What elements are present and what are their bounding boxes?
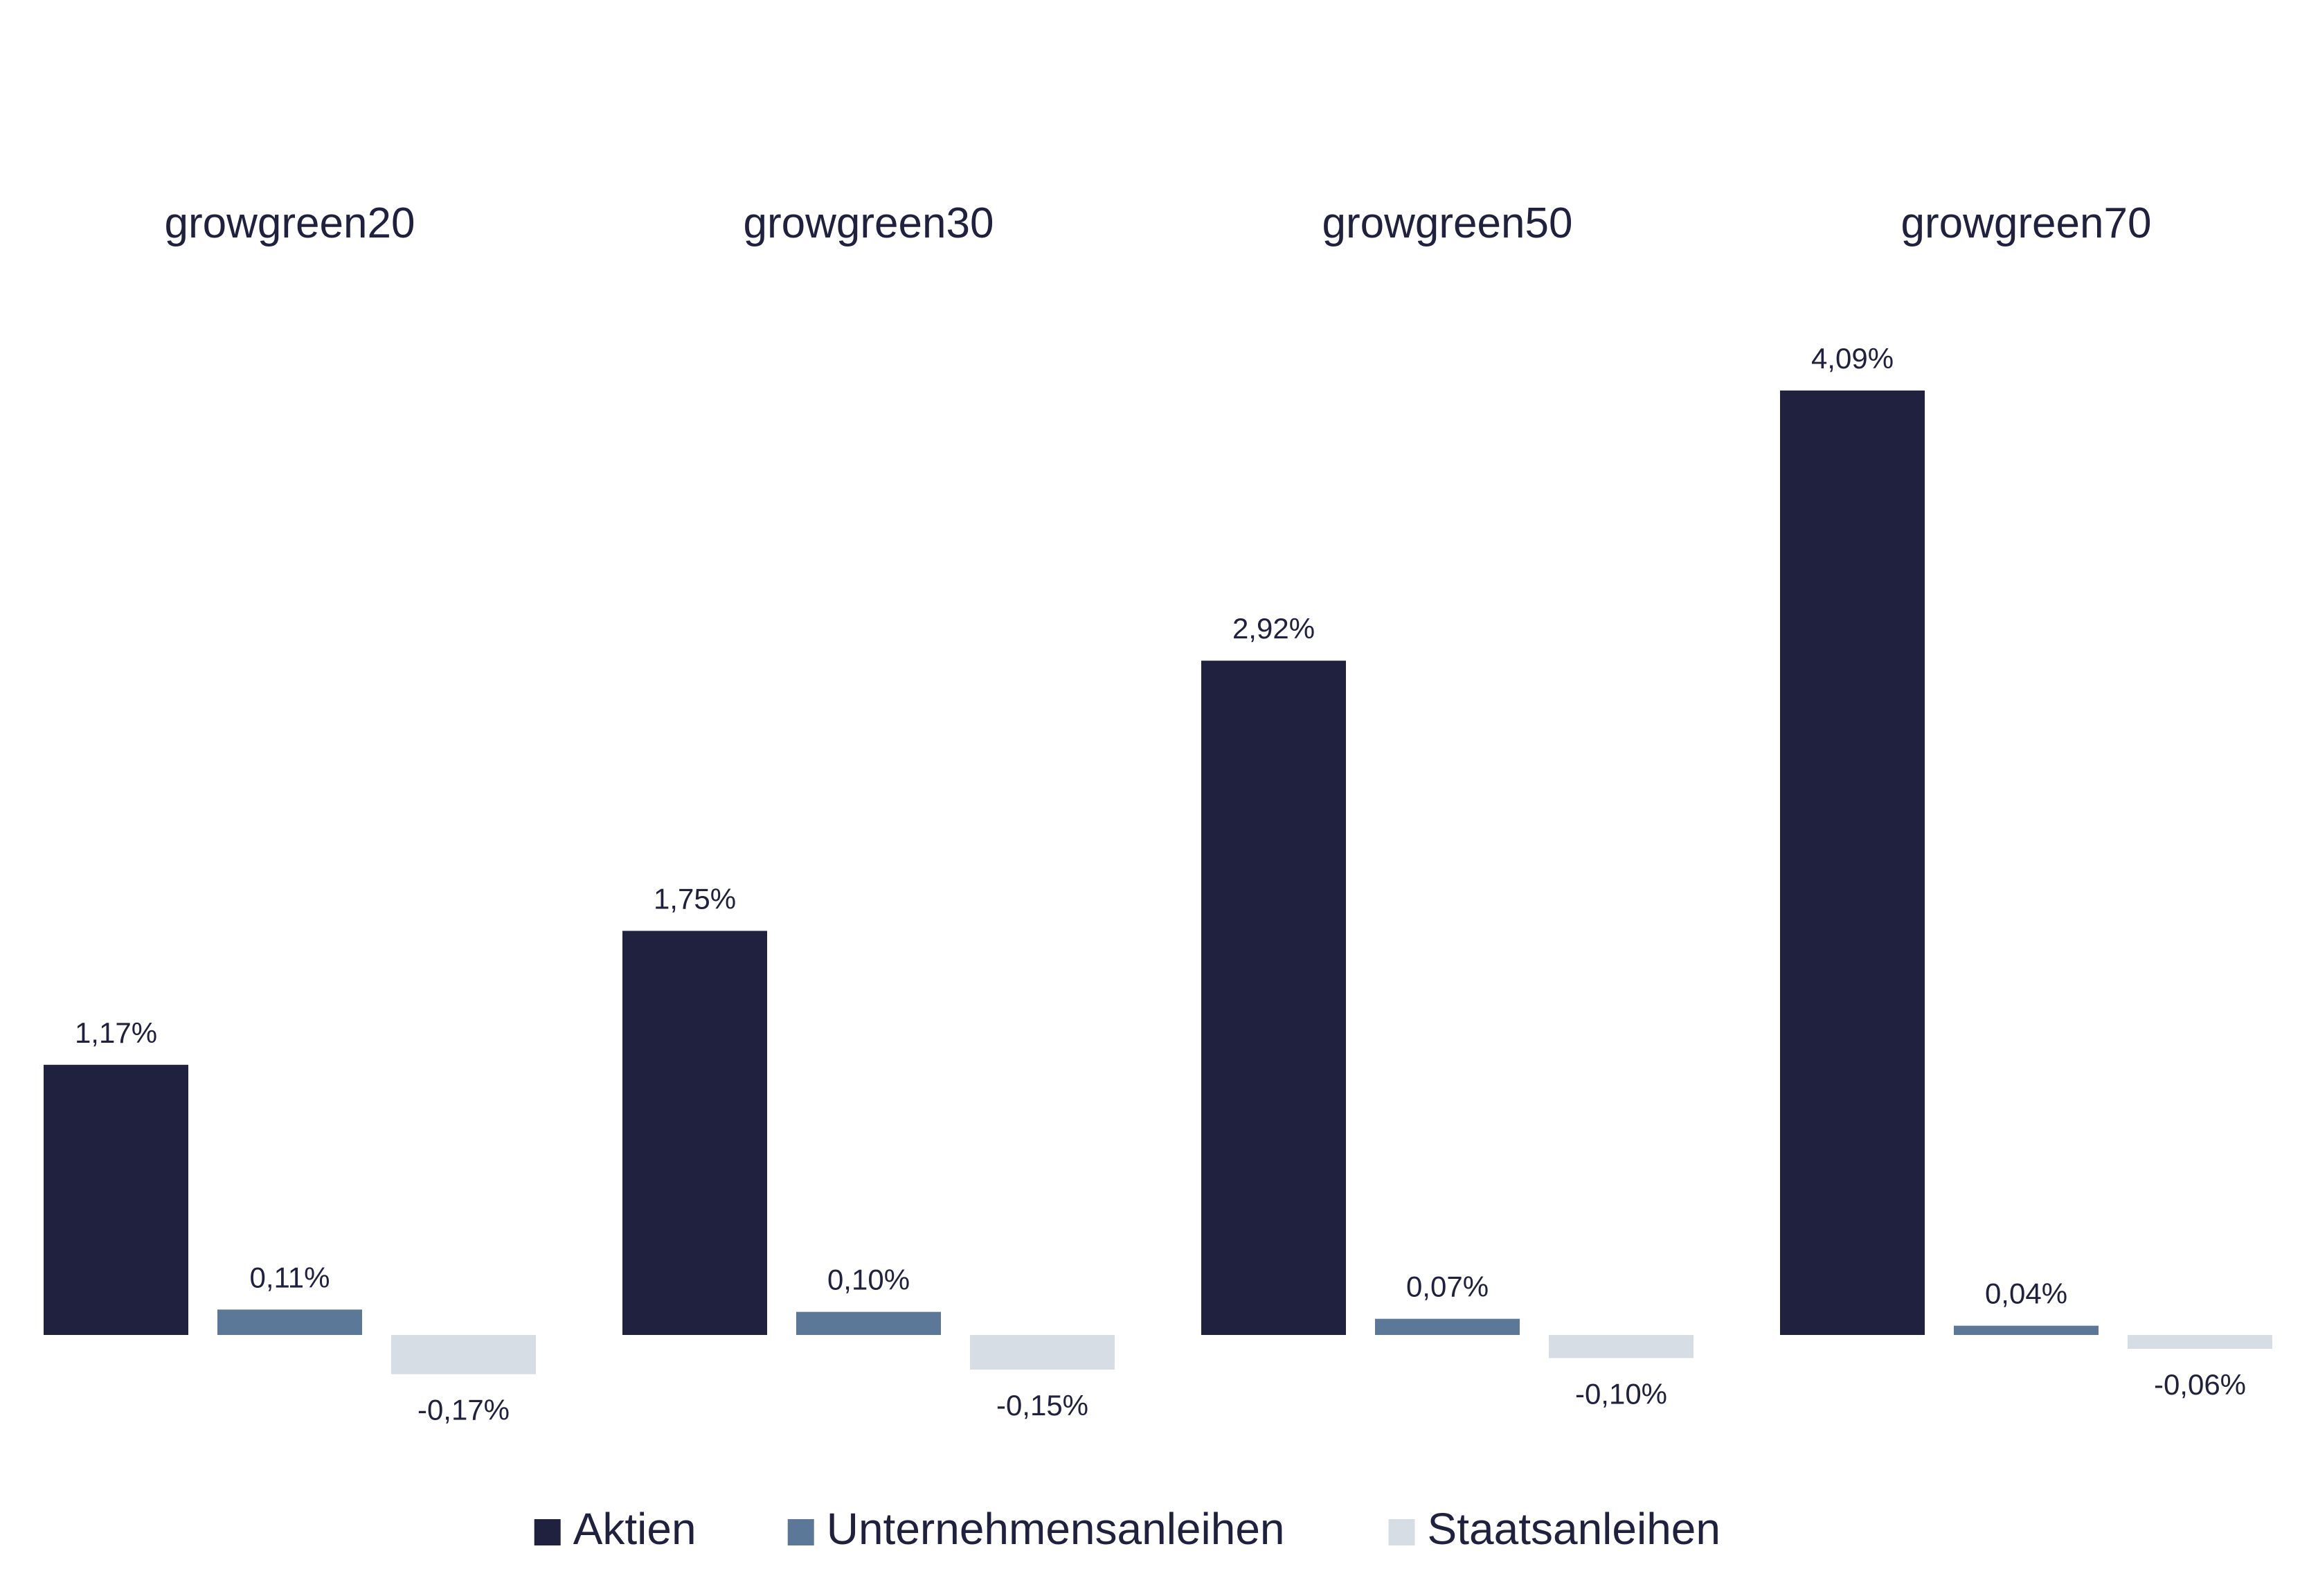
data-label-unternehmensanleihen-growgreen30: 0,10% [827,1264,910,1296]
data-label-unternehmensanleihen-growgreen50: 0,07% [1406,1271,1489,1303]
bar-staatsanleihen-growgreen70 [2128,1335,2272,1350]
bar-staatsanleihen-growgreen50 [1549,1335,1693,1359]
data-label-staatsanleihen-growgreen30: -0,15% [996,1389,1088,1422]
legend-label-staatsanleihen: Staatsanleihen [1428,1504,1720,1554]
bar-unternehmensanleihen-growgreen30 [796,1311,941,1335]
data-label-unternehmensanleihen-growgreen70: 0,04% [1985,1277,2067,1310]
bar-staatsanleihen-growgreen30 [970,1335,1115,1370]
bar-unternehmensanleihen-growgreen20 [217,1309,362,1335]
legend-swatch-staatsanleihen [1388,1519,1415,1545]
data-label-aktien-growgreen20: 1,17% [75,1016,157,1049]
data-label-aktien-growgreen70: 4,09% [1811,342,1894,375]
bar-staatsanleihen-growgreen20 [391,1335,536,1374]
group-title-growgreen20: growgreen20 [165,199,415,247]
bar-aktien-growgreen50 [1201,661,1346,1335]
group-title-growgreen30: growgreen30 [744,199,994,247]
data-label-aktien-growgreen30: 1,75% [654,882,736,915]
legend: Aktien Unternehmensanleihen Staatsanleihen [534,1504,1720,1554]
bar-unternehmensanleihen-growgreen70 [1954,1325,2099,1335]
data-label-aktien-growgreen50: 2,92% [1232,612,1315,645]
bar-aktien-growgreen70 [1780,390,1925,1335]
data-label-staatsanleihen-growgreen70: -0,06% [2154,1368,2246,1401]
group-title-growgreen50: growgreen50 [1322,199,1573,247]
legend-swatch-unternehmensanleihen [787,1519,814,1545]
value-labels: 1,17% 0,11% -0,17% 1,75% 0,10% -0,15% 2,92% 0,0… [75,342,2246,1426]
group-titles: growgreen20 growgreen30 growgreen50 growgre… [165,199,2152,247]
bar-aktien-growgreen20 [44,1064,188,1335]
legend-label-unternehmensanleihen: Unternehmensanleihen [827,1504,1285,1554]
data-label-unternehmensanleihen-growgreen20: 0,11% [250,1261,330,1293]
data-label-staatsanleihen-growgreen20: -0,17% [417,1394,510,1426]
group-title-growgreen70: growgreen70 [1901,199,2152,247]
bar-unternehmensanleihen-growgreen50 [1375,1318,1520,1335]
bars [44,390,2272,1374]
data-label-staatsanleihen-growgreen50: -0,10% [1575,1377,1667,1410]
legend-label-aktien: Aktien [573,1504,697,1554]
bar-aktien-growgreen30 [622,931,767,1335]
legend-swatch-aktien [534,1519,561,1545]
